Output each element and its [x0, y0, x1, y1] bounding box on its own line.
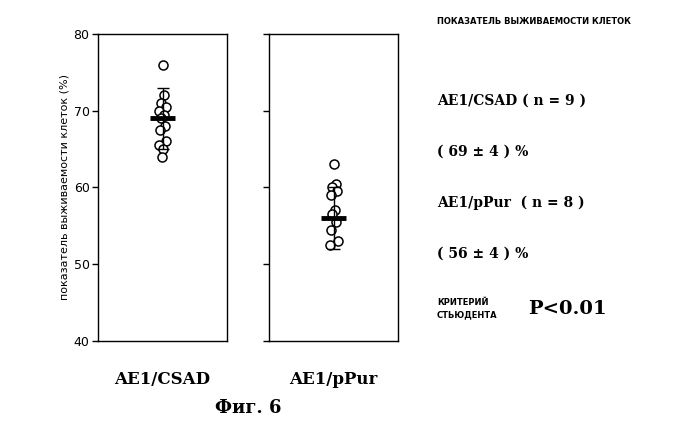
- Text: AE1/pPur: AE1/pPur: [289, 371, 378, 388]
- Text: AE1/CSAD: AE1/CSAD: [115, 371, 210, 388]
- Y-axis label: показатель выживаемости клеток (%): показатель выживаемости клеток (%): [59, 75, 69, 300]
- Text: AE1/pPur  ( n = 8 ): AE1/pPur ( n = 8 ): [437, 196, 584, 210]
- Text: P<0.01: P<0.01: [528, 300, 606, 318]
- Text: Фиг. 6: Фиг. 6: [215, 400, 282, 417]
- Text: ( 69 ± 4 ) %: ( 69 ± 4 ) %: [437, 145, 528, 159]
- Text: ( 56 ± 4 ) %: ( 56 ± 4 ) %: [437, 247, 528, 261]
- Text: КРИТЕРИЙ
СТЬЮДЕНТА: КРИТЕРИЙ СТЬЮДЕНТА: [437, 298, 498, 319]
- Text: ПОКАЗАТЕЛЬ ВЫЖИВАЕМОСТИ КЛЕТОК: ПОКАЗАТЕЛЬ ВЫЖИВАЕМОСТИ КЛЕТОК: [437, 17, 630, 26]
- Text: AE1/CSAD ( n = 9 ): AE1/CSAD ( n = 9 ): [437, 94, 586, 108]
